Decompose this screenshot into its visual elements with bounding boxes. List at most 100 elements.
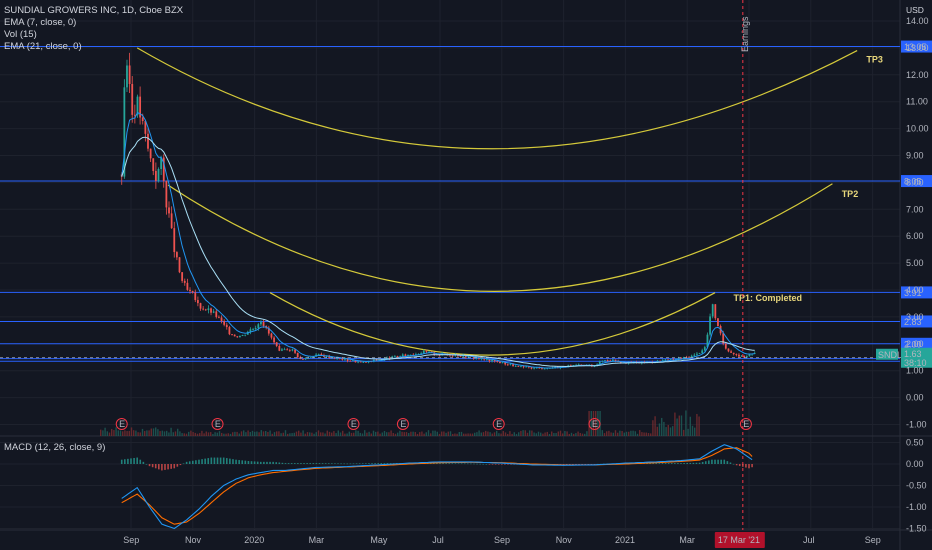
ema21-legend[interactable]: EMA (21, close, 0) [4,41,82,52]
volume-bar [628,431,630,436]
macd-hist-bar [575,464,577,465]
target-label: TP2 [842,189,859,199]
volume-bar [388,432,390,436]
volume-bar [370,433,372,436]
volume-bar [331,432,333,436]
macd-hist-bar [352,463,355,465]
volume-bar [559,430,562,436]
volume-bar [133,430,135,436]
volume-bar [601,430,603,436]
macd-hist-bar [655,463,658,464]
macd-hist-bar [593,464,596,465]
candle-body [407,354,409,357]
candle-body [740,355,743,357]
candle-body [302,358,304,360]
chart-title[interactable]: SUNDIAL GROWERS INC, 1D, Cboe BZX [4,5,184,16]
candle-body [438,354,441,356]
volume-bar [456,433,458,436]
candle-body [181,272,184,281]
candle-body [399,356,402,358]
macd-hist-bar [241,460,244,464]
macd-hist-bar [692,462,695,464]
candle-body [488,359,491,362]
candle-body [349,360,352,362]
candle-body [414,354,417,355]
macd-hist-bar [263,461,265,464]
volume-bar [498,433,500,436]
volume-bar [669,427,672,436]
macd-hist-bar [346,463,349,465]
candle-body [241,335,244,337]
volume-bar [454,433,456,436]
candle-body [286,349,289,351]
volume-bar [196,433,199,436]
candle-body [420,353,423,355]
macd-hist-bar [120,459,123,464]
volume-legend[interactable]: Vol (15) [4,29,37,40]
volume-bar [667,425,669,436]
macd-hist-bar [491,464,494,465]
macd-hist-bar [584,464,587,465]
macd-hist-bar [572,464,574,465]
macd-hist-bar [259,461,262,464]
macd-hist-bar [164,464,166,470]
volume-bar [214,432,216,436]
volume-bar [482,432,485,436]
candle-body [467,356,470,358]
macd-hist-bar [658,463,661,464]
candle-body [191,290,194,293]
macd-hist-bar [158,464,160,470]
volume-bar [229,433,232,436]
macd-hist-bar [327,463,330,464]
volume-bar [603,433,606,436]
volume-bar [511,433,513,436]
volume-bar [544,432,546,436]
volume-bar [408,433,410,436]
volume-bar [221,432,223,436]
macd-legend[interactable]: MACD (12, 26, close, 9) [4,442,106,453]
candle-body [475,358,478,359]
volume-bar [515,433,518,436]
candle-body [393,356,396,357]
candle-body [517,365,520,367]
macd-hist-bar [507,464,509,465]
earnings-marker-label: E [400,419,406,429]
candle-body [357,361,360,363]
price-tick-label: 8.00 [906,177,924,187]
volume-bar [236,431,238,436]
candle-body [123,87,126,177]
volume-bar [410,431,412,436]
ema7-line [121,111,755,369]
level-label: 8.05 [904,177,922,187]
volume-bar [665,427,667,436]
volume-bar [412,431,414,436]
macd-hist-bar [204,458,206,464]
volume-bar [251,430,254,436]
macd-hist-bar [439,463,441,464]
candle-body [520,366,522,368]
macd-hist-bar [170,464,172,469]
volume-bar [548,433,551,436]
candle-body [504,362,507,365]
ema7-legend[interactable]: EMA (7, close, 0) [4,17,77,28]
macd-hist-bar [306,463,308,464]
volume-bar [339,432,342,436]
candle-body [538,367,541,369]
macd-hist-bar [578,464,580,465]
macd-hist-bar [683,463,685,464]
price-tick-label: 1.00 [906,366,924,376]
volume-bar [425,432,427,436]
candle-body [218,316,220,318]
volume-bar [102,430,104,436]
macd-hist-bar [380,463,383,464]
volume-bar [113,430,115,436]
candle-body [178,257,181,273]
candle-body [693,354,696,356]
volume-bar [298,430,300,436]
candle-body [388,357,391,360]
candle-body [154,170,157,181]
level-label: 3.91 [904,288,922,298]
candle-body [351,360,354,362]
macd-hist-bar [695,462,698,464]
